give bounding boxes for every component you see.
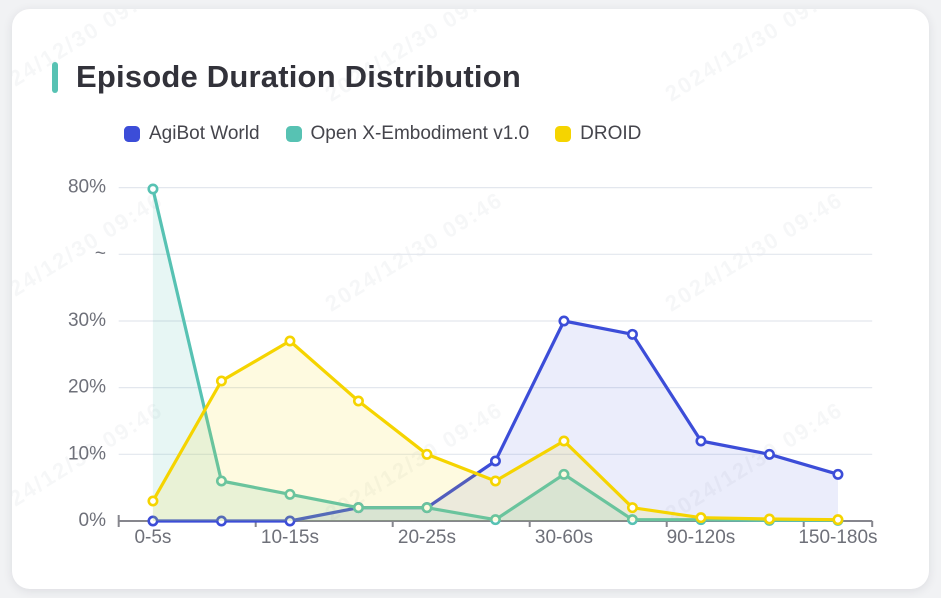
data-point-droid[interactable] xyxy=(695,512,707,524)
watermark-text: 2024/12/30 09:46 xyxy=(321,187,508,317)
watermark-text: 2024/12/30 09:46 xyxy=(661,397,848,527)
legend-label-droid: DROID xyxy=(580,123,642,144)
data-point-droid[interactable] xyxy=(558,435,570,447)
data-point-agibot-world[interactable] xyxy=(695,435,707,447)
watermark-text: 2024/12/30 09:46 xyxy=(321,397,508,527)
data-point-agibot-world[interactable] xyxy=(284,515,296,527)
data-point-droid[interactable] xyxy=(763,513,775,525)
data-point-open-x-embodiment-v1-0[interactable] xyxy=(489,514,501,526)
data-point-agibot-world[interactable] xyxy=(558,315,570,327)
legend-label-open-x-embodiment-v1-0: Open X-Embodiment v1.0 xyxy=(310,123,530,144)
data-point-open-x-embodiment-v1-0[interactable] xyxy=(558,468,570,480)
data-point-agibot-world[interactable] xyxy=(489,455,501,467)
legend-label-agibot-world: AgiBot World xyxy=(149,123,260,144)
watermark-text: 2024/12/30 09:46 xyxy=(12,397,168,527)
legend-item-agibot-world[interactable]: AgiBot World xyxy=(124,123,260,145)
data-point-agibot-world[interactable] xyxy=(147,515,159,527)
data-point-open-x-embodiment-v1-0[interactable] xyxy=(284,488,296,500)
chart-legend: AgiBot World Open X-Embodiment v1.0 DROID xyxy=(124,123,641,145)
data-point-open-x-embodiment-v1-0[interactable] xyxy=(421,502,433,514)
data-point-agibot-world[interactable] xyxy=(763,448,775,460)
watermark-text: 2024/12/30 09:46 xyxy=(12,187,168,317)
data-point-droid[interactable] xyxy=(421,448,433,460)
data-point-droid[interactable] xyxy=(626,502,638,514)
data-point-open-x-embodiment-v1-0[interactable] xyxy=(626,514,638,526)
data-point-open-x-embodiment-v1-0[interactable] xyxy=(352,502,364,514)
data-point-droid[interactable] xyxy=(147,495,159,507)
watermark-text: 2024/12/30 09:46 xyxy=(661,187,848,317)
page-title: Episode Duration Distribution xyxy=(76,59,521,94)
data-point-droid[interactable] xyxy=(832,514,844,526)
data-point-agibot-world[interactable] xyxy=(832,468,844,480)
title-accent-bar xyxy=(52,61,58,93)
watermark-text: 2024/12/30 09:46 xyxy=(661,9,848,107)
data-point-agibot-world[interactable] xyxy=(626,328,638,340)
legend-swatch-droid xyxy=(555,126,572,142)
data-point-open-x-embodiment-v1-0[interactable] xyxy=(147,183,159,195)
data-point-open-x-embodiment-v1-0[interactable] xyxy=(215,475,227,487)
data-point-droid[interactable] xyxy=(352,395,364,407)
legend-swatch-open-x-embodiment-v1-0 xyxy=(285,126,302,142)
legend-swatch-agibot-world xyxy=(124,126,140,142)
legend-item-open-x-embodiment-v1-0[interactable]: Open X-Embodiment v1.0 xyxy=(285,123,530,145)
data-point-droid[interactable] xyxy=(489,475,501,487)
data-point-agibot-world[interactable] xyxy=(215,515,227,527)
legend-item-droid[interactable]: DROID xyxy=(555,123,641,145)
chart-header: Episode Duration Distribution xyxy=(52,59,521,95)
data-point-droid[interactable] xyxy=(215,375,227,387)
data-point-droid[interactable] xyxy=(284,335,296,347)
